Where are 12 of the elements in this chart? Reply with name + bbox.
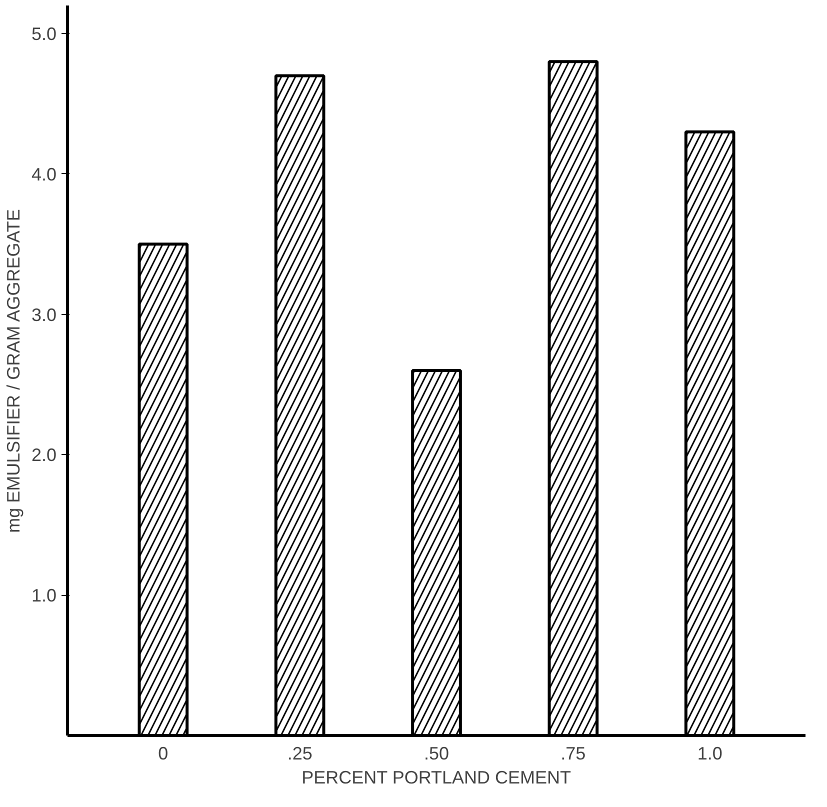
y-tick-label: 3.0	[31, 304, 57, 325]
x-tick-label: .50	[424, 744, 450, 764]
y-tick-label: 1.0	[31, 586, 57, 606]
x-tick-label: .75	[560, 744, 586, 764]
y-axis-title: mg EMULSIFIER / GRAM AGGREGATE	[3, 209, 24, 533]
y-tick-label: 4.0	[31, 164, 57, 184]
x-tick-label: 0	[158, 744, 168, 764]
x-axis-title: PERCENT PORTLAND CEMENT	[302, 768, 572, 788]
y-tick-label: 5.0	[31, 24, 57, 44]
x-tick-label: 1.0	[697, 744, 722, 764]
x-tick-label: .25	[287, 744, 312, 764]
y-tick-label: 2.0	[31, 445, 57, 466]
